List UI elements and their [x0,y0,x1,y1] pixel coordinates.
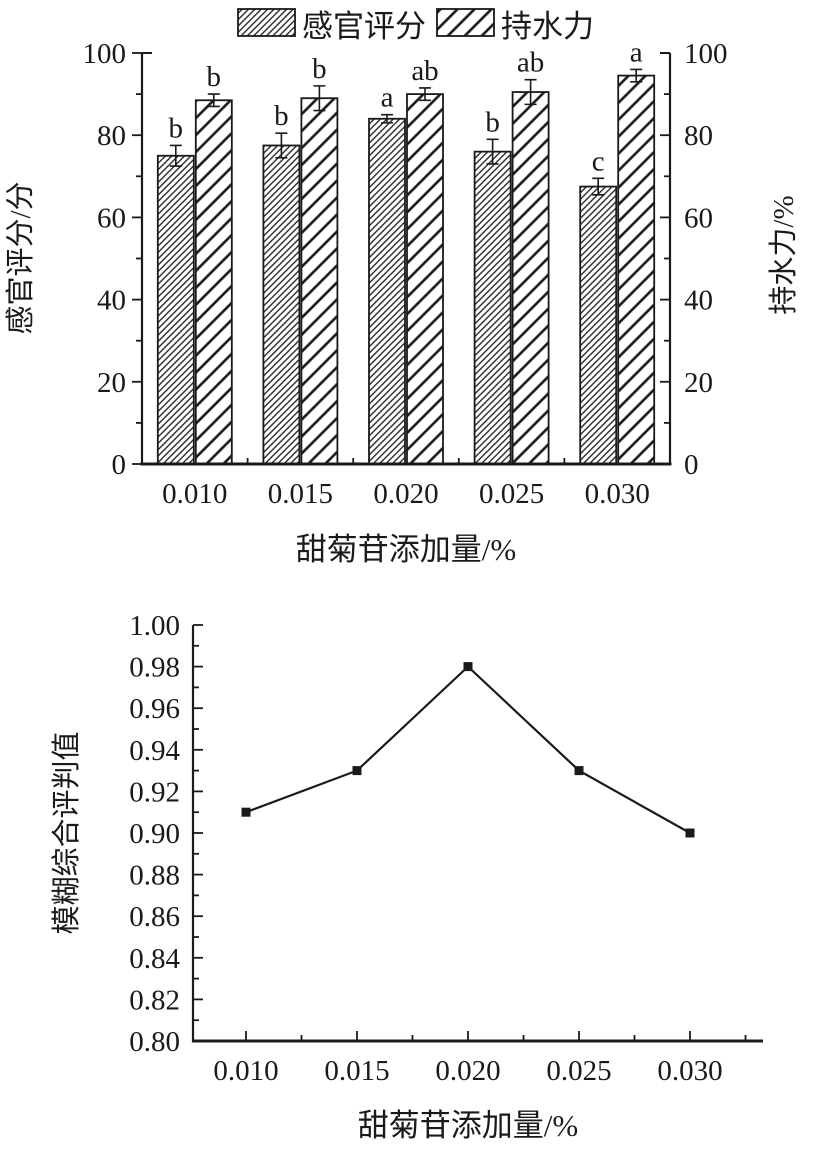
right-ytick-label: 100 [684,38,728,70]
left-ytick-label: 80 [97,120,126,152]
sig-letter: a [630,36,643,68]
data-point-0.030 [685,828,695,838]
bar-whc-0.030 [617,74,656,465]
bar-sensory-0.015 [262,144,301,465]
xtick-label: 0.025 [546,1055,611,1087]
bar-sensory-0.025 [473,150,512,465]
left-ytick-label: 40 [97,285,126,317]
right-ytick-label: 0 [684,449,699,481]
left-ytick-label: 60 [97,202,126,234]
xtick-label: 0.020 [373,478,438,510]
error-bar [169,144,182,167]
right-ytick-label: 80 [684,120,713,152]
bar-whc-0.010 [194,99,233,465]
ytick-label: 0.96 [129,693,180,725]
error-bar [486,138,499,165]
bar-sensory-0.020 [368,117,406,465]
sig-letter: b [274,100,289,132]
bar-whc-0.020 [406,93,444,465]
xtick-label: 0.010 [162,478,227,510]
right-ytick-label: 20 [684,367,713,399]
line-chart-svg: 0.80 0.82 0.84 0.86 0.88 0.90 0.92 0.94 0.96 0.98… [50,610,763,1143]
error-bar [207,93,220,108]
legend-label-1: 持水力 [501,9,594,44]
right-axis-title: 持水力/% [767,195,800,314]
sig-letter: a [381,82,394,114]
left-ytick-label: 0 [112,449,127,481]
error-bar [275,132,288,159]
xtick-label: 0.020 [435,1055,500,1087]
left-ytick-label: 20 [97,367,126,399]
error-bar [630,68,643,83]
bar-sensory-0.030 [579,185,618,465]
bar-chart-figure: b b a b c b b ab ab a 0 0 20 20 40 40 60 60 80 80 100 100 0.01… [4,8,800,567]
left-ytick-label: 100 [83,38,127,70]
data-point-0.025 [574,766,584,776]
right-ytick-label: 40 [684,285,713,317]
ytick-label: 0.88 [129,860,180,892]
bar-whc-0.015 [300,97,339,465]
ytick-label: 0.98 [129,652,180,684]
data-point-0.015 [352,766,362,776]
x-axis-title: 甜菊苷添加量/% [358,1108,578,1143]
error-bar [381,113,393,124]
legend-swatch-1 [436,8,495,37]
xtick-label: 0.015 [324,1055,389,1087]
ytick-label: 0.94 [129,735,180,767]
xtick-label: 0.030 [657,1055,722,1087]
legend-swatch-0 [237,8,296,37]
ytick-label: 0.84 [129,943,180,975]
error-bar [313,85,326,112]
left-axis-title: 感官评分/分 [4,181,37,334]
sig-letter: c [592,145,605,177]
xtick-label: 0.010 [213,1055,278,1087]
ytick-label: 0.90 [129,818,180,850]
legend-label-0: 感官评分 [302,9,426,44]
data-line [245,665,691,834]
sig-letter: b [207,61,222,93]
error-bar [592,177,605,196]
sig-letter: b [485,106,500,138]
data-point-0.010 [241,807,251,817]
sig-letter: b [312,53,327,85]
error-bar [419,87,431,102]
x-axis-title: 甜菊苷添加量/% [296,532,516,567]
right-ytick-label: 60 [684,202,713,234]
ytick-label: 1.00 [129,610,180,642]
xtick-label: 0.015 [268,478,333,510]
ytick-label: 0.92 [129,776,180,808]
bar-sensory-0.010 [156,154,195,465]
xtick-label: 0.030 [585,478,650,510]
xtick-label: 0.025 [479,478,544,510]
ytick-label: 0.80 [129,1026,180,1058]
bar-whc-0.025 [511,91,550,465]
sig-letter: ab [517,47,544,79]
ytick-label: 0.86 [129,901,180,933]
line-chart-figure: 0.80 0.82 0.84 0.86 0.88 0.90 0.92 0.94 0.96 0.98… [0,580,829,1158]
ytick-label: 0.82 [129,984,180,1016]
data-point-0.020 [463,662,473,672]
sig-letter: ab [411,55,438,87]
y-axis-title: 模糊综合评判值 [50,731,83,934]
error-bar [524,78,537,106]
sig-letter: b [169,112,184,144]
